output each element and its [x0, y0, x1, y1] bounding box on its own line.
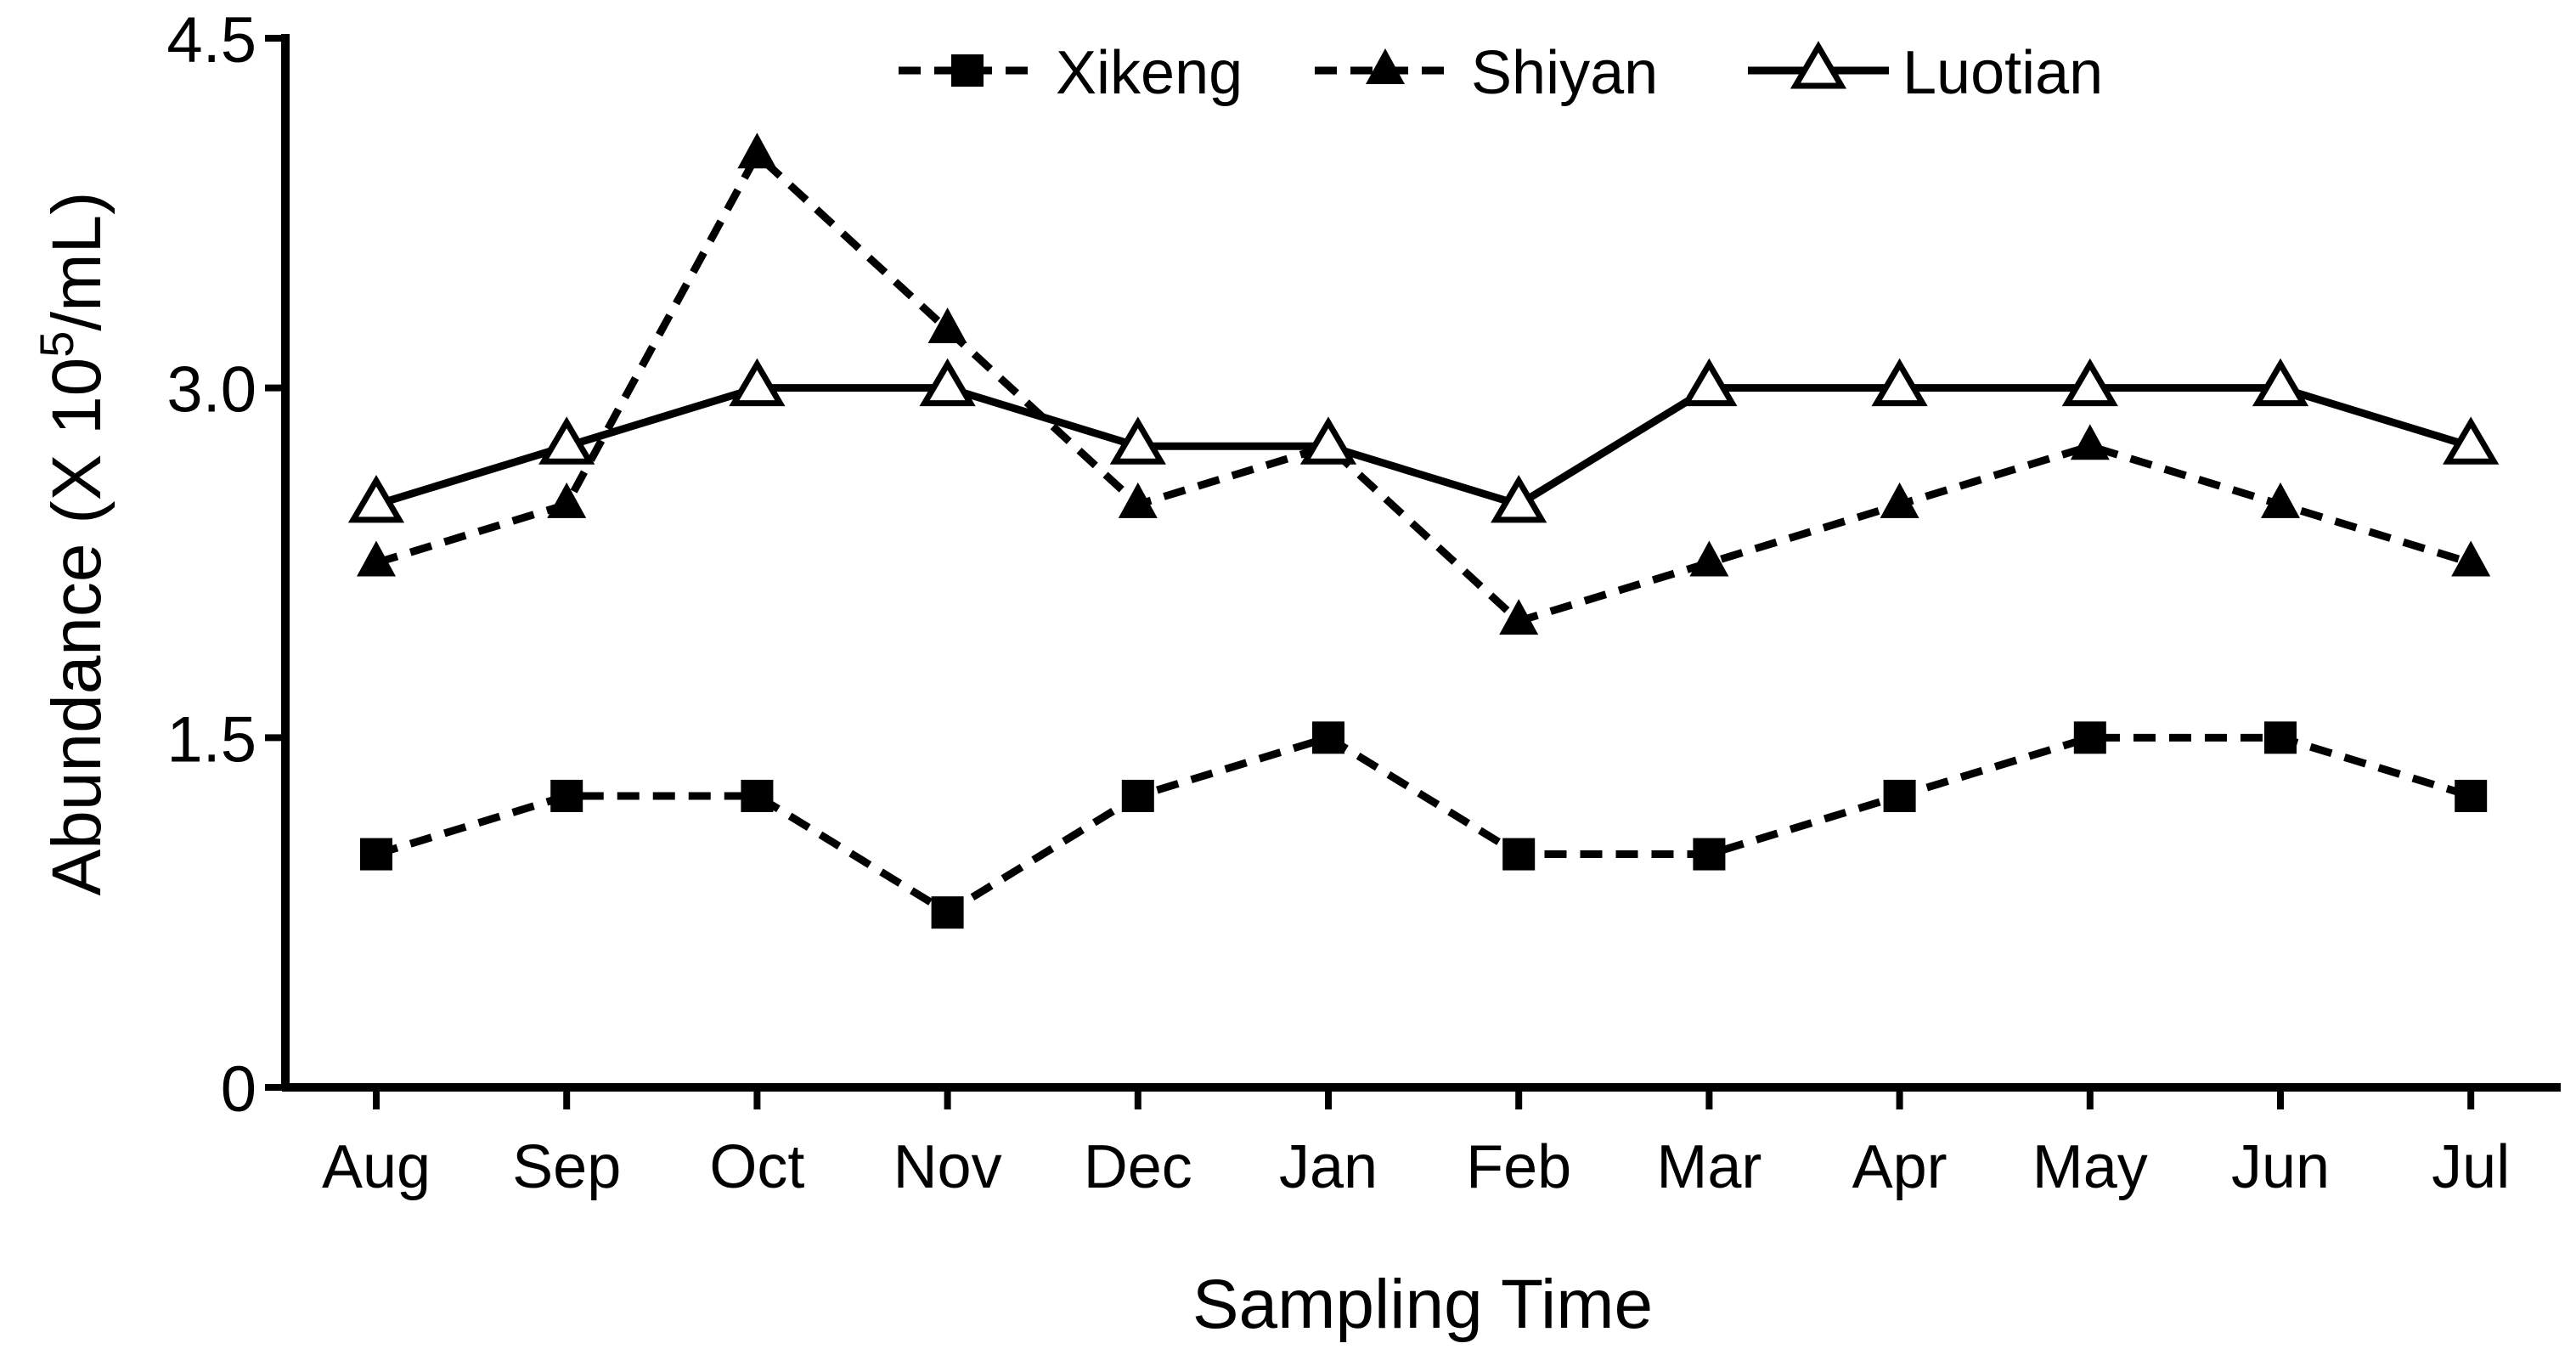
- axes: [281, 34, 2561, 1092]
- y-axis-title: Abundance (X 105/mL): [30, 192, 116, 896]
- data-point-shiyan: [2070, 424, 2110, 460]
- x-tick-label: Jun: [2231, 1133, 2330, 1201]
- legend: Xikeng Shiyan Luotian: [899, 39, 2103, 107]
- series-xikeng: [360, 721, 2488, 929]
- y-axis-title-prefix: Abundance (X 10: [38, 358, 116, 896]
- data-point-xikeng: [1312, 721, 1344, 754]
- data-point-luotian: [538, 416, 595, 465]
- x-tick-label: Mar: [1656, 1133, 1761, 1201]
- legend-marker-shiyan: [1366, 48, 1405, 84]
- x-tick-label: Jul: [2432, 1133, 2510, 1201]
- x-tick-label: Nov: [893, 1133, 1002, 1201]
- y-axis-title-superscript: 5: [30, 331, 83, 358]
- series-luotian: [347, 358, 2500, 523]
- series-line-luotian: [375, 384, 2472, 509]
- data-point-shiyan: [357, 540, 396, 577]
- x-ticks: Aug Sep Oct Nov Dec Jan Feb Mar Apr May Jun Jul: [322, 1087, 2510, 1201]
- data-point-xikeng: [550, 779, 583, 812]
- legend-item-xikeng: Xikeng: [899, 39, 1243, 107]
- data-point-xikeng: [1502, 838, 1536, 871]
- data-point-luotian: [1681, 358, 1738, 407]
- x-tick-label: May: [2032, 1133, 2148, 1201]
- data-point-luotian: [919, 358, 976, 407]
- legend-marker-luotian: [1790, 41, 1847, 89]
- data-point-shiyan: [1499, 599, 1539, 635]
- x-tick-label: Apr: [1852, 1133, 1948, 1201]
- series-line-shiyan: [375, 149, 2472, 626]
- data-point-luotian: [2061, 358, 2118, 407]
- y-axis-title-group: Abundance (X 105/mL): [30, 192, 116, 896]
- y-ticks: 0 1.5 3.0 4.5: [166, 4, 285, 1126]
- data-point-luotian: [1871, 358, 1928, 407]
- y-axis-title-suffix: /mL): [38, 192, 116, 331]
- data-point-shiyan: [1689, 540, 1729, 577]
- legend-label-luotian: Luotian: [1902, 39, 2103, 107]
- data-point-shiyan: [927, 308, 967, 344]
- x-tick-label: Oct: [709, 1133, 804, 1201]
- data-point-xikeng: [1121, 779, 1154, 812]
- legend-label-xikeng: Xikeng: [1056, 39, 1243, 107]
- data-point-xikeng: [360, 838, 392, 871]
- data-point-luotian: [1299, 416, 1357, 465]
- data-point-luotian: [1109, 416, 1166, 465]
- data-point-xikeng: [2455, 779, 2488, 812]
- y-tick-label: 0: [221, 1053, 256, 1126]
- data-point-luotian: [2443, 416, 2500, 465]
- data-point-luotian: [2252, 358, 2309, 407]
- data-point-shiyan: [737, 133, 777, 169]
- data-point-luotian: [1491, 474, 1547, 523]
- data-point-shiyan: [547, 482, 587, 518]
- data-point-xikeng: [1883, 779, 1916, 812]
- series-group: [347, 133, 2500, 929]
- legend-label-shiyan: Shiyan: [1471, 39, 1658, 107]
- x-tick-label: Dec: [1084, 1133, 1192, 1201]
- data-point-shiyan: [1118, 482, 1158, 518]
- data-point-shiyan: [1880, 482, 1919, 518]
- x-axis-title: Sampling Time: [1192, 1266, 1653, 1343]
- legend-item-luotian: Luotian: [1748, 39, 2103, 107]
- data-point-luotian: [729, 358, 786, 407]
- y-tick-label: 1.5: [166, 703, 256, 776]
- legend-item-shiyan: Shiyan: [1315, 39, 1658, 107]
- y-tick-label: 3.0: [166, 354, 256, 426]
- data-point-xikeng: [2264, 721, 2297, 754]
- x-tick-label: Aug: [322, 1133, 431, 1201]
- data-point-shiyan: [2261, 482, 2300, 518]
- y-tick-label: 4.5: [166, 4, 256, 76]
- data-point-xikeng: [741, 779, 774, 812]
- series-line-xikeng: [375, 733, 2472, 917]
- legend-marker-xikeng: [951, 54, 984, 87]
- series-shiyan: [357, 133, 2491, 635]
- data-point-xikeng: [1693, 838, 1726, 871]
- x-tick-label: Jan: [1279, 1133, 1378, 1201]
- data-point-xikeng: [931, 896, 964, 929]
- x-tick-label: Sep: [512, 1133, 621, 1201]
- data-point-luotian: [347, 474, 405, 523]
- x-tick-label: Feb: [1466, 1133, 1571, 1201]
- data-point-xikeng: [2073, 721, 2106, 754]
- data-point-shiyan: [2451, 540, 2491, 577]
